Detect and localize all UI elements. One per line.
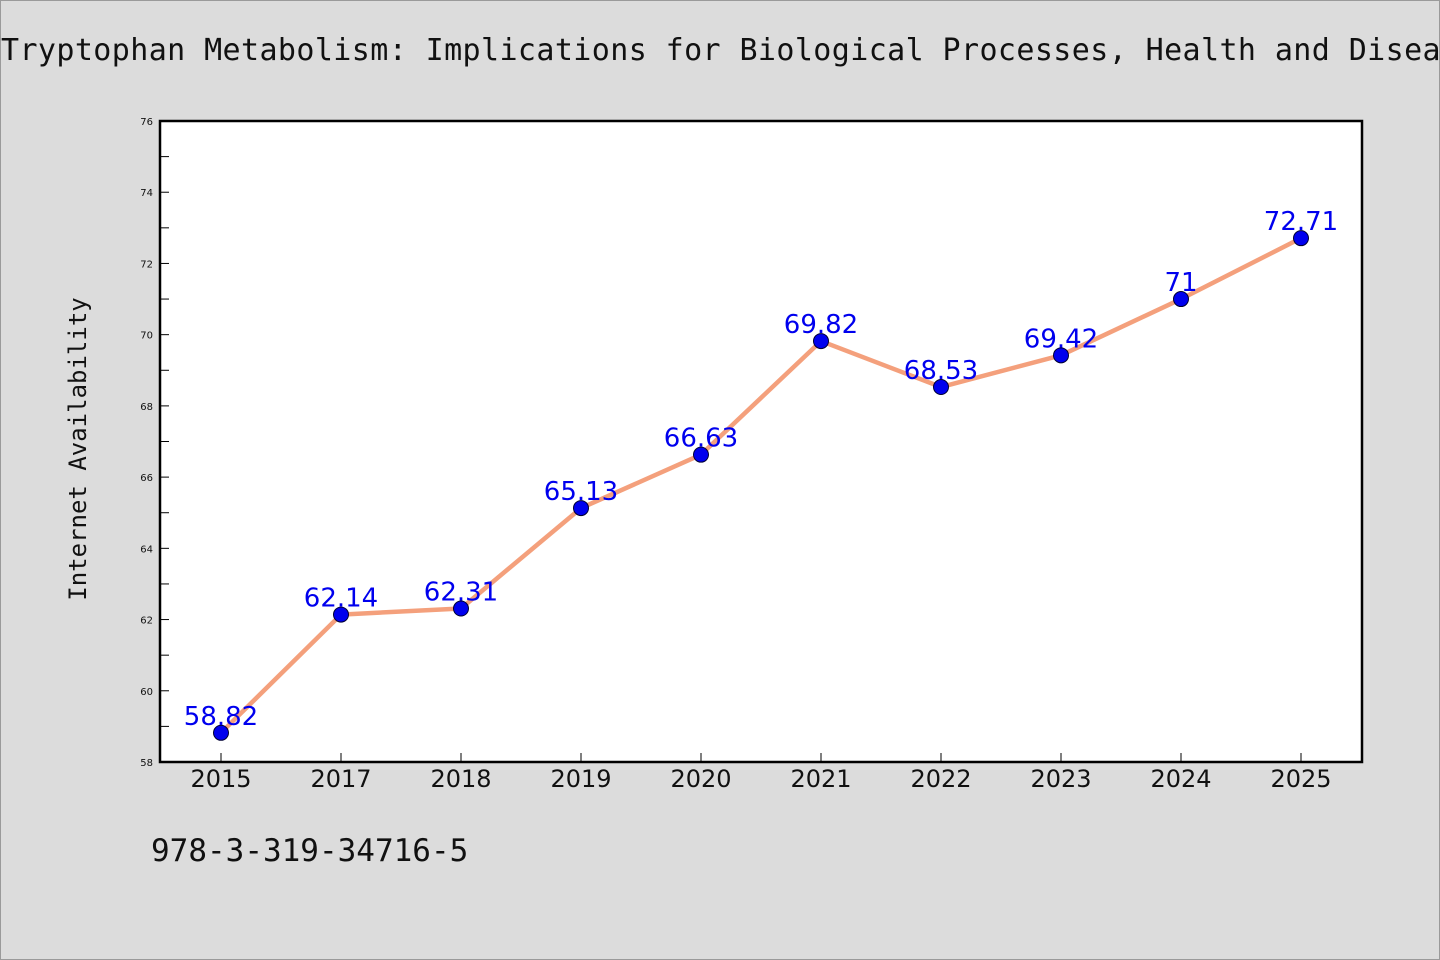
chart-title: Tryptophan Metabolism: Implications for … <box>1 33 1440 68</box>
data-label: 65.13 <box>544 477 618 507</box>
x-tick-label: 2021 <box>790 765 851 793</box>
x-tick-label: 2024 <box>1150 765 1211 793</box>
y-tick-label: 70 <box>140 331 153 342</box>
y-axis-ticks: 58 60 62 64 66 68 70 72 74 76 <box>140 117 169 769</box>
data-point <box>333 606 349 623</box>
data-point <box>1053 347 1069 364</box>
data-label: 72.71 <box>1264 207 1338 237</box>
data-point <box>573 500 589 517</box>
data-point <box>1173 291 1189 308</box>
series-line <box>218 235 1304 736</box>
x-tick-label: 2022 <box>910 765 971 793</box>
data-point <box>693 446 709 463</box>
y-tick-label: 72 <box>140 259 153 270</box>
y-tick-label: 64 <box>140 544 153 555</box>
data-series: 58.82 62.14 62.31 65.13 66.63 69.82 68.53 69.42… <box>184 207 1338 741</box>
data-point <box>453 600 469 617</box>
x-tick-label: 2015 <box>190 765 251 793</box>
data-label: 71 <box>1164 268 1197 298</box>
x-tick-label: 2020 <box>670 765 731 793</box>
data-label: 69.42 <box>1024 324 1098 354</box>
x-tick-label: 2019 <box>550 765 611 793</box>
data-label: 62.31 <box>424 578 498 608</box>
plot-area <box>158 119 1364 764</box>
x-tick-label: 2023 <box>1030 765 1091 793</box>
data-label: 66.63 <box>664 424 738 454</box>
data-label: 69.82 <box>784 310 858 340</box>
data-point <box>933 379 949 396</box>
y-tick-label: 74 <box>140 188 153 199</box>
x-tick-label: 2018 <box>430 765 491 793</box>
y-tick-label: 60 <box>140 687 153 698</box>
data-label: 62.14 <box>304 584 378 614</box>
data-point <box>213 724 229 741</box>
y-tick-label: 66 <box>140 473 153 484</box>
y-tick-label: 58 <box>140 758 153 769</box>
y-tick-label: 76 <box>140 117 153 128</box>
data-point <box>1293 230 1309 247</box>
isbn-label: 978-3-319-34716-5 <box>151 833 469 869</box>
y-tick-label: 62 <box>140 616 153 627</box>
data-label: 68.53 <box>904 356 978 386</box>
data-point <box>813 333 829 350</box>
x-axis-ticks: 2015 2017 2018 2019 2020 2021 2022 2023 2024 2025 <box>190 753 1332 793</box>
data-label: 58.82 <box>184 702 258 732</box>
x-tick-label: 2017 <box>310 765 371 793</box>
y-axis-label: Internet Availability <box>64 297 92 600</box>
x-tick-label: 2025 <box>1270 765 1331 793</box>
y-tick-label: 68 <box>140 402 153 413</box>
